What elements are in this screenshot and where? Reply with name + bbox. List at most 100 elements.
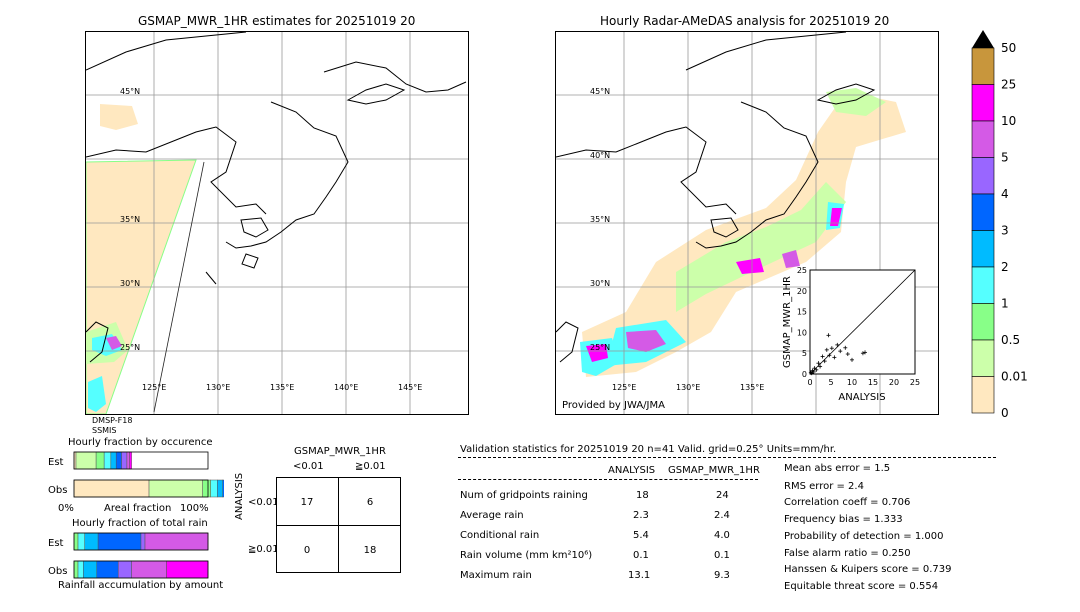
scatter-point [809,371,814,376]
colorbar-swatch [971,157,995,195]
fraction-bar-segment [217,479,223,498]
left-lon-label-130: 130°E [206,383,230,392]
score-frequency-bias: Frequency bias = 1.333 [784,514,903,525]
total-rain-obs-label: Obs [48,566,67,577]
left-lon-label-140: 140°E [334,383,358,392]
colorbar-label: 4 [1001,187,1009,201]
fraction-bar-segment [210,479,218,498]
colorbar-label: 10 [1001,114,1016,128]
left-lat-label-25: 25°N [120,343,140,352]
contingency-row-ge: ≧0.01 [248,544,279,555]
scatter-point [829,346,834,351]
right-lat-label-40: 40°N [590,151,610,160]
contingency-cell-00: 17 [301,497,314,508]
scatter-point [824,347,829,352]
right-lat-label-35: 35°N [590,215,610,224]
right-lat-label-30: 30°N [590,279,610,288]
fraction-bar-segment [131,560,167,579]
colorbar-label: 1 [1001,297,1009,311]
fraction-bar-segment [96,560,119,579]
validation-row-analysis: 5.4 [633,530,649,541]
score-far: False alarm ratio = 0.250 [784,548,911,559]
fraction-bar-segment [77,532,85,551]
validation-row-analysis: 18 [636,490,649,501]
right-coastline [556,32,876,363]
left-map: 45°N 30°N 35°N 25°N 125°E 130°E 135°E 14… [85,31,469,415]
right-rain-shikoku [736,258,764,274]
total-rain-bars [73,532,209,579]
left-rain-area-north [100,104,138,130]
colorbar-over-arrow [972,30,994,48]
validation-row-gsmap: 24 [716,490,729,501]
contingency-axis-label: ANALYSIS [234,472,245,520]
validation-divider [458,457,996,458]
validation-col-divider [458,479,758,480]
validation-row-label: Conditional rain [460,530,540,541]
scatter-point [808,370,813,375]
contingency-col-lt: <0.01 [293,461,324,472]
validation-row-label: Num of gridpoints raining [460,490,588,501]
sensor-type: SSMIS [92,426,117,435]
scatter-point [838,349,843,354]
right-rain-core [830,208,842,226]
scatter-point [822,359,827,364]
total-rain-chart: Est Obs [48,532,209,579]
contingency-row-lt: <0.01 [248,497,279,508]
scatter-point [814,367,819,372]
scatter-plot: 0 5 10 15 20 25 0 5 10 15 20 25 ANALYSIS GSMAP_MWR… [782,266,920,403]
left-rain-patch-3 [88,376,106,412]
scatter-point [816,361,821,366]
right-map-title: Hourly Radar-AMeDAS analysis for 2025101… [600,14,890,28]
colorbar: 50 25 10 5 4 3 2 1 0.5 0.01 0 [971,30,1028,420]
fraction-bar-segment [129,451,132,470]
scatter-y-tick: 20 [797,287,807,296]
validation-row-analysis: 13.1 [628,570,651,581]
right-lat-label-45: 45°N [590,87,610,96]
scatter-reference-line [809,269,916,375]
occurrence-tick-100: 100% [180,503,209,514]
occurrence-est-label: Est [48,457,64,468]
colorbar-swatch [971,303,995,341]
validation-row-label: Rain volume (mm km²10⁶) [460,550,593,561]
fraction-bar-segment [84,532,99,551]
colorbar-labels: 50 25 10 5 4 3 2 1 0.5 0.01 0 [1001,41,1028,420]
fraction-bar-segment [117,560,132,579]
total-rain-title: Hourly fraction of total rain [72,518,208,529]
left-lon-label-125: 125°E [142,383,166,392]
right-lon-label-125: 125°E [612,383,636,392]
occurrence-title: Hourly fraction by occurence [68,437,213,448]
score-correlation: Correlation coeff = 0.706 [784,497,911,508]
fraction-bar-segment [77,560,84,579]
right-rain-area [582,92,906,377]
scatter-point [863,350,868,355]
scatter-x-tick: 10 [847,378,857,387]
colorbar-swatch [971,84,995,122]
scatter-x-tick: 15 [868,378,878,387]
colorbar-swatch [971,193,995,231]
scatter-x-tick: 0 [807,378,812,387]
left-lon-label-135: 135°E [270,383,294,392]
validation-row-label: Maximum rain [460,570,532,581]
fraction-bar-segment [83,560,98,579]
scatter-y-tick: 5 [802,349,807,358]
left-lat-label-45: 45°N [120,87,140,96]
right-rain-sw-core [586,344,608,362]
scatter-y-tick: 15 [797,308,807,317]
scatter-points [808,333,868,376]
occurrence-tick-0: 0% [58,503,74,514]
contingency-col-ge: ≧0.01 [355,461,386,472]
colorbar-label: 0 [1001,406,1009,420]
right-lon-label-130: 130°E [676,383,700,392]
left-map-canvas: 45°N 30°N 35°N 25°N 125°E 130°E 135°E 14… [86,32,468,414]
fraction-bar-segment [115,451,122,470]
colorbar-label: 5 [1001,151,1009,165]
validation-header: Validation statistics for 20251019 20 n=… [460,444,837,455]
scatter-x-ticks: 0 5 10 15 20 25 [807,378,920,387]
fraction-bar-segment [95,451,105,470]
left-lon-label-145: 145°E [398,383,422,392]
scatter-point [850,357,854,362]
left-lat-label-35: 35°N [120,215,140,224]
fraction-bar-segment [97,532,142,551]
validation-row-label: Average rain [460,510,524,521]
colorbar-swatch [971,120,995,158]
